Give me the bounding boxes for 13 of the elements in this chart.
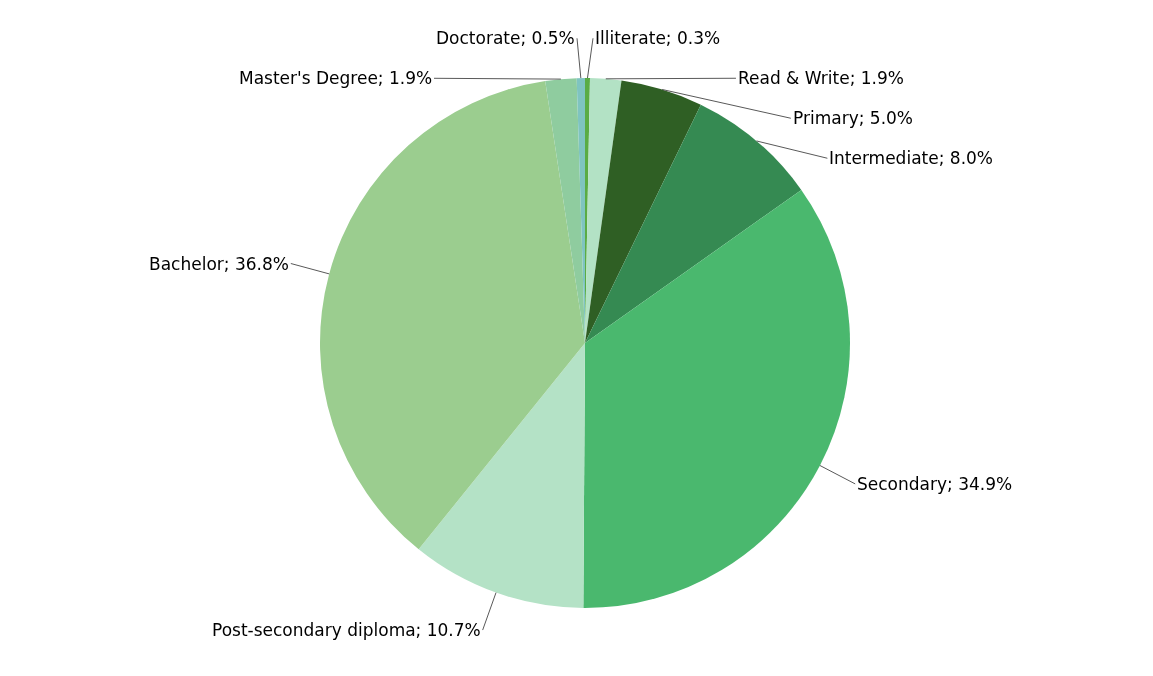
slice-label: Doctorate; 0.5%: [436, 28, 575, 48]
pie-slice: [545, 78, 585, 343]
slice-label: Master's Degree; 1.9%: [239, 68, 433, 88]
slice-label: Bachelor; 36.8%: [149, 254, 289, 274]
slice-label: Read & Write; 1.9%: [738, 68, 904, 88]
slice-label: Post-secondary diploma; 10.7%: [212, 620, 481, 640]
slice-label: Illiterate; 0.3%: [595, 28, 721, 48]
slice-label: Secondary; 34.9%: [857, 474, 1013, 494]
pie-slice: [418, 343, 585, 608]
slice-label: Primary; 5.0%: [793, 108, 914, 128]
pie-slice: [583, 189, 850, 608]
slice-label: Intermediate; 8.0%: [829, 148, 993, 168]
pie-slice: [585, 80, 701, 343]
